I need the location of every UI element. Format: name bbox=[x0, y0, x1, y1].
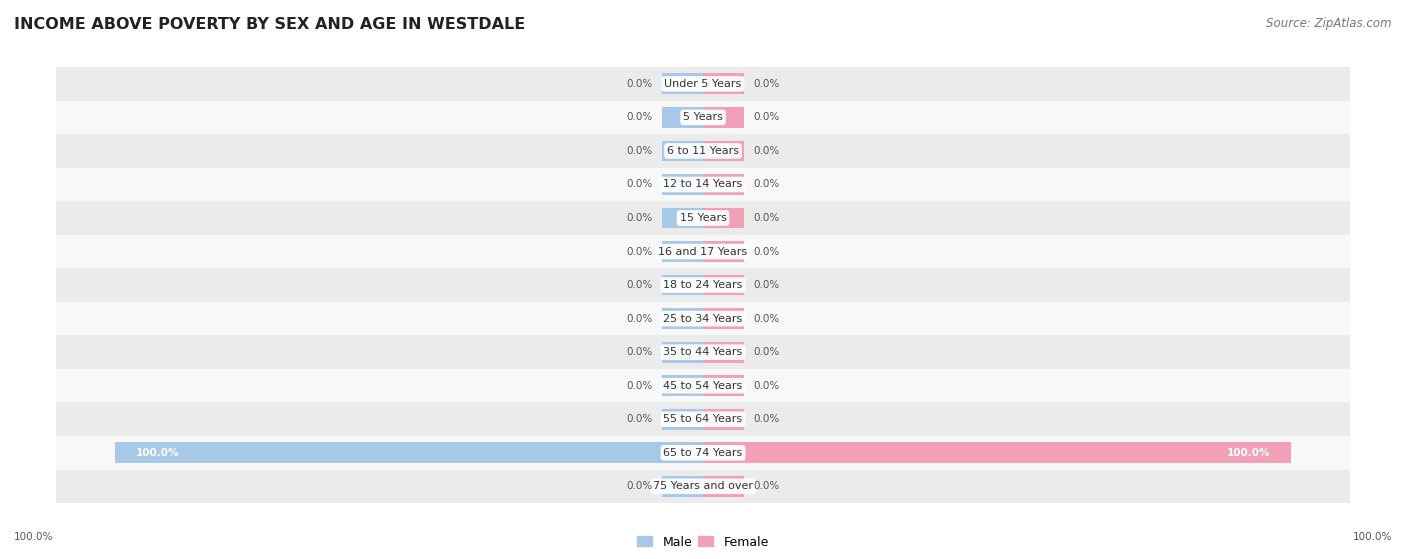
Text: 18 to 24 Years: 18 to 24 Years bbox=[664, 280, 742, 290]
Bar bbox=[56, 436, 1350, 470]
Text: 0.0%: 0.0% bbox=[627, 247, 652, 257]
Text: 15 Years: 15 Years bbox=[679, 213, 727, 223]
Bar bbox=[662, 140, 703, 162]
Bar bbox=[662, 409, 703, 430]
Text: 0.0%: 0.0% bbox=[754, 213, 779, 223]
Text: 65 to 74 Years: 65 to 74 Years bbox=[664, 448, 742, 458]
Bar bbox=[56, 470, 1350, 503]
Bar bbox=[56, 302, 1350, 335]
Text: INCOME ABOVE POVERTY BY SEX AND AGE IN WESTDALE: INCOME ABOVE POVERTY BY SEX AND AGE IN W… bbox=[14, 17, 526, 32]
Bar bbox=[115, 442, 703, 463]
Bar bbox=[56, 201, 1350, 235]
Bar bbox=[662, 107, 703, 128]
Text: 0.0%: 0.0% bbox=[754, 414, 779, 424]
Text: 100.0%: 100.0% bbox=[14, 532, 53, 542]
Text: 12 to 14 Years: 12 to 14 Years bbox=[664, 179, 742, 190]
Bar bbox=[703, 73, 744, 94]
Text: 45 to 54 Years: 45 to 54 Years bbox=[664, 381, 742, 391]
Legend: Male, Female: Male, Female bbox=[633, 530, 773, 553]
Text: 0.0%: 0.0% bbox=[627, 112, 652, 122]
Text: 0.0%: 0.0% bbox=[627, 179, 652, 190]
Text: 0.0%: 0.0% bbox=[627, 213, 652, 223]
Text: Under 5 Years: Under 5 Years bbox=[665, 79, 741, 89]
Text: 0.0%: 0.0% bbox=[754, 280, 779, 290]
Text: 100.0%: 100.0% bbox=[1353, 532, 1392, 542]
Text: 0.0%: 0.0% bbox=[754, 347, 779, 357]
Text: 0.0%: 0.0% bbox=[754, 314, 779, 324]
Bar bbox=[703, 308, 744, 329]
Bar bbox=[662, 342, 703, 363]
Bar bbox=[56, 402, 1350, 436]
Text: 0.0%: 0.0% bbox=[627, 280, 652, 290]
Bar bbox=[56, 335, 1350, 369]
Text: 0.0%: 0.0% bbox=[754, 112, 779, 122]
Bar bbox=[703, 107, 744, 128]
Text: 0.0%: 0.0% bbox=[754, 146, 779, 156]
Bar bbox=[662, 207, 703, 229]
Bar bbox=[703, 274, 744, 296]
Bar bbox=[703, 476, 744, 497]
Text: 5 Years: 5 Years bbox=[683, 112, 723, 122]
Bar bbox=[662, 241, 703, 262]
Bar bbox=[703, 241, 744, 262]
Text: 0.0%: 0.0% bbox=[754, 381, 779, 391]
Text: Source: ZipAtlas.com: Source: ZipAtlas.com bbox=[1267, 17, 1392, 30]
Text: 0.0%: 0.0% bbox=[627, 347, 652, 357]
Bar bbox=[662, 308, 703, 329]
Text: 16 and 17 Years: 16 and 17 Years bbox=[658, 247, 748, 257]
Bar bbox=[703, 174, 744, 195]
Text: 0.0%: 0.0% bbox=[627, 414, 652, 424]
Text: 0.0%: 0.0% bbox=[627, 381, 652, 391]
Bar bbox=[56, 67, 1350, 101]
Text: 0.0%: 0.0% bbox=[754, 247, 779, 257]
Text: 0.0%: 0.0% bbox=[754, 79, 779, 89]
Text: 6 to 11 Years: 6 to 11 Years bbox=[666, 146, 740, 156]
Bar bbox=[56, 134, 1350, 168]
Bar bbox=[56, 168, 1350, 201]
Bar bbox=[56, 235, 1350, 268]
Bar bbox=[703, 409, 744, 430]
Bar bbox=[703, 342, 744, 363]
Text: 0.0%: 0.0% bbox=[754, 481, 779, 491]
Bar bbox=[662, 476, 703, 497]
Text: 100.0%: 100.0% bbox=[1227, 448, 1271, 458]
Text: 25 to 34 Years: 25 to 34 Years bbox=[664, 314, 742, 324]
Text: 0.0%: 0.0% bbox=[754, 179, 779, 190]
Text: 100.0%: 100.0% bbox=[135, 448, 179, 458]
Text: 0.0%: 0.0% bbox=[627, 314, 652, 324]
Bar bbox=[662, 274, 703, 296]
Text: 35 to 44 Years: 35 to 44 Years bbox=[664, 347, 742, 357]
Bar bbox=[56, 101, 1350, 134]
Bar bbox=[703, 207, 744, 229]
Text: 55 to 64 Years: 55 to 64 Years bbox=[664, 414, 742, 424]
Bar bbox=[662, 375, 703, 396]
Bar bbox=[703, 140, 744, 162]
Bar bbox=[56, 268, 1350, 302]
Text: 75 Years and over: 75 Years and over bbox=[652, 481, 754, 491]
Bar bbox=[662, 73, 703, 94]
Text: 0.0%: 0.0% bbox=[627, 481, 652, 491]
Text: 0.0%: 0.0% bbox=[627, 146, 652, 156]
Text: 0.0%: 0.0% bbox=[627, 79, 652, 89]
Bar bbox=[703, 442, 1291, 463]
Bar bbox=[703, 375, 744, 396]
Bar bbox=[662, 174, 703, 195]
Bar bbox=[56, 369, 1350, 402]
